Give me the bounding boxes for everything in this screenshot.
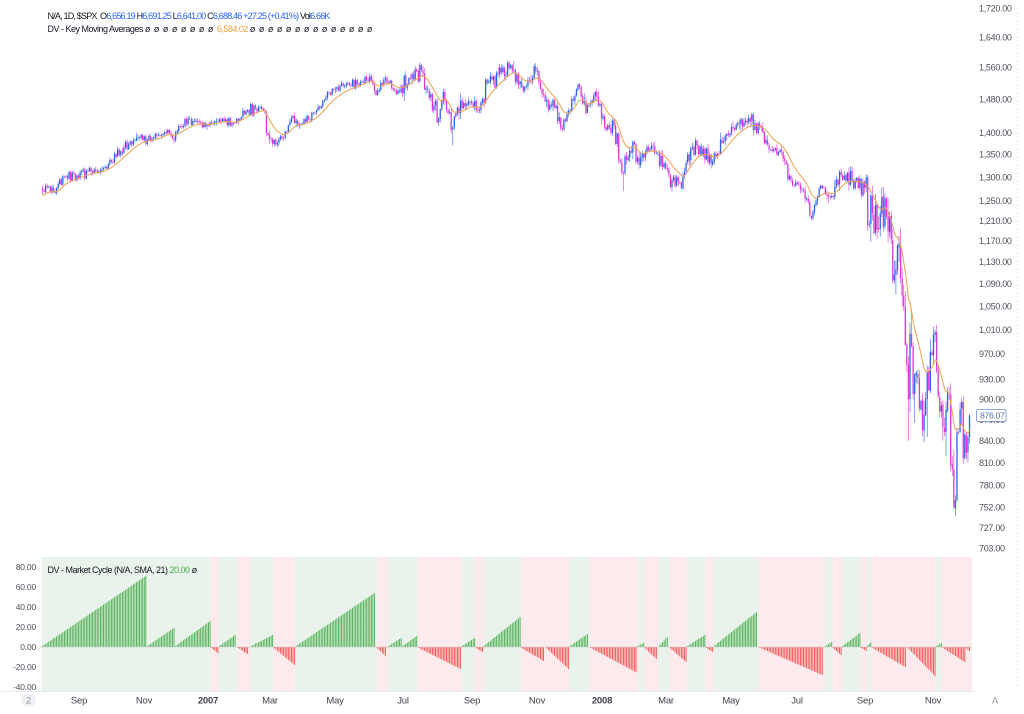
svg-text:1,400.00: 1,400.00 [979, 128, 1012, 138]
svg-text:810.00: 810.00 [979, 458, 1005, 468]
svg-text:May: May [722, 696, 740, 707]
svg-text:1,050.00: 1,050.00 [979, 301, 1012, 311]
svg-text:Sep: Sep [857, 696, 873, 707]
svg-text:DV - Market Cycle (N/A, SMA, 2: DV - Market Cycle (N/A, SMA, 21) 20.00 ø [48, 565, 198, 575]
svg-text:May: May [326, 696, 344, 707]
svg-text:Jul: Jul [397, 696, 409, 707]
svg-text:Nov: Nov [136, 696, 153, 707]
svg-text:1,010.00: 1,010.00 [979, 325, 1012, 335]
svg-text:N/A, 1D, $SPX O6,656.19 H6,69: N/A, 1D, $SPX O6,656.19 H6,691.25 L6,641… [48, 11, 331, 21]
svg-text:60.00: 60.00 [16, 582, 37, 592]
svg-text:876.07: 876.07 [980, 410, 1005, 420]
svg-text:2007: 2007 [198, 696, 218, 707]
svg-text:930.00: 930.00 [979, 375, 1005, 385]
svg-text:752.00: 752.00 [979, 503, 1005, 513]
svg-text:Nov: Nov [529, 696, 546, 707]
svg-text:80.00: 80.00 [16, 562, 37, 572]
svg-text:-20.00: -20.00 [13, 662, 36, 672]
svg-text:1,170.00: 1,170.00 [979, 236, 1012, 246]
svg-text:Sep: Sep [464, 696, 480, 707]
svg-text:DV - Key Moving Averages ø ø: DV - Key Moving Averages ø ø ø ø ø ø ø ø… [48, 24, 374, 34]
svg-text:Mar: Mar [262, 696, 278, 707]
svg-text:703.00: 703.00 [979, 543, 1005, 553]
svg-text:780.00: 780.00 [979, 481, 1005, 491]
svg-text:1,480.00: 1,480.00 [979, 94, 1012, 104]
svg-text:1,640.00: 1,640.00 [979, 32, 1012, 42]
svg-text:1,720.00: 1,720.00 [979, 4, 1012, 14]
svg-text:1,250.00: 1,250.00 [979, 196, 1012, 206]
svg-text:2008: 2008 [592, 696, 612, 707]
svg-text:970.00: 970.00 [979, 349, 1005, 359]
svg-text:-40.00: -40.00 [13, 682, 36, 692]
svg-text:1,560.00: 1,560.00 [979, 63, 1012, 73]
svg-text:Mar: Mar [658, 696, 674, 707]
svg-text:Sep: Sep [71, 696, 87, 707]
svg-text:900.00: 900.00 [979, 394, 1005, 404]
svg-text:2: 2 [26, 696, 31, 707]
svg-text:40.00: 40.00 [16, 602, 37, 612]
svg-text:1,130.00: 1,130.00 [979, 257, 1012, 267]
svg-text:840.00: 840.00 [979, 436, 1005, 446]
svg-text:A: A [992, 696, 999, 707]
svg-text:0.00: 0.00 [20, 642, 36, 652]
svg-text:Nov: Nov [925, 696, 942, 707]
svg-text:Jul: Jul [791, 696, 803, 707]
svg-text:1,210.00: 1,210.00 [979, 216, 1012, 226]
svg-text:1,350.00: 1,350.00 [979, 150, 1012, 160]
svg-text:1,090.00: 1,090.00 [979, 279, 1012, 289]
svg-text:20.00: 20.00 [16, 622, 37, 632]
svg-text:1,300.00: 1,300.00 [979, 173, 1012, 183]
svg-text:727.00: 727.00 [979, 523, 1005, 533]
